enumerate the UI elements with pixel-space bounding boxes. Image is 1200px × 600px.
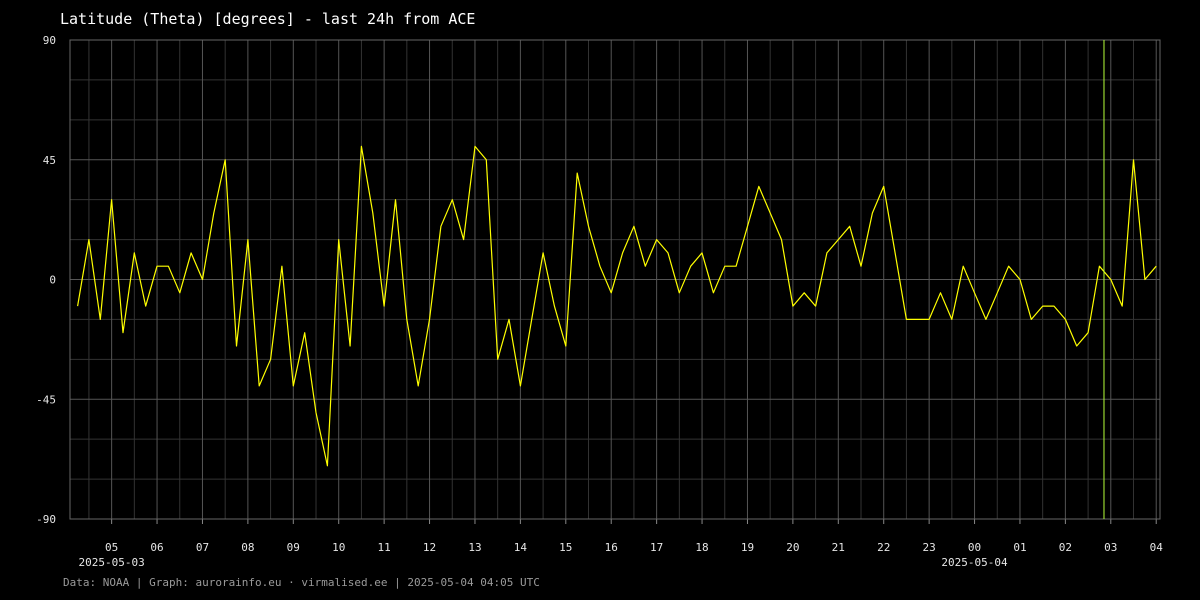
y-tick-label: -45 (36, 393, 56, 406)
x-tick-label: 22 (877, 541, 890, 554)
x-tick-label: 03 (1104, 541, 1117, 554)
x-tick-label: 17 (650, 541, 663, 554)
chart-title: Latitude (Theta) [degrees] - last 24h fr… (60, 10, 475, 28)
x-tick-label: 15 (559, 541, 572, 554)
footer: Data: NOAA | Graph: aurorainfo.eu · virm… (63, 576, 540, 589)
x-tick-label: 14 (514, 541, 528, 554)
x-tick-label: 05 (105, 541, 118, 554)
x-tick-label: 13 (468, 541, 481, 554)
x-tick-label: 23 (923, 541, 936, 554)
x-tick-label: 08 (241, 541, 254, 554)
date-label: 2025-05-04 (941, 556, 1008, 569)
x-tick-label: 19 (741, 541, 754, 554)
x-tick-label: 04 (1150, 541, 1164, 554)
x-tick-label: 12 (423, 541, 436, 554)
y-tick-label: -90 (36, 513, 56, 526)
x-tick-label: 11 (378, 541, 391, 554)
x-tick-label: 21 (832, 541, 845, 554)
x-tick-label: 16 (605, 541, 618, 554)
x-tick-label: 09 (287, 541, 300, 554)
x-tick-label: 18 (695, 541, 708, 554)
date-label: 2025-05-03 (79, 556, 145, 569)
x-tick-label: 20 (786, 541, 799, 554)
y-tick-label: 45 (43, 154, 56, 167)
x-tick-label: 10 (332, 541, 345, 554)
x-tick-label: 00 (968, 541, 981, 554)
y-tick-label: 90 (43, 34, 56, 47)
x-tick-label: 02 (1059, 541, 1072, 554)
plot-frame (69, 39, 1161, 520)
data-line (77, 145, 1157, 467)
x-tick-label: 06 (150, 541, 163, 554)
x-tick-label: 01 (1013, 541, 1026, 554)
y-tick-label: 0 (49, 274, 56, 287)
x-tick-label: 07 (196, 541, 209, 554)
